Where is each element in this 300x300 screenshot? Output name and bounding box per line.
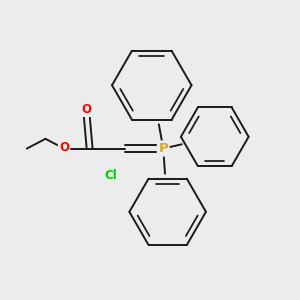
- Text: P: P: [158, 142, 168, 155]
- Text: O: O: [82, 103, 92, 116]
- Text: O: O: [59, 141, 69, 154]
- Text: Cl: Cl: [105, 169, 118, 182]
